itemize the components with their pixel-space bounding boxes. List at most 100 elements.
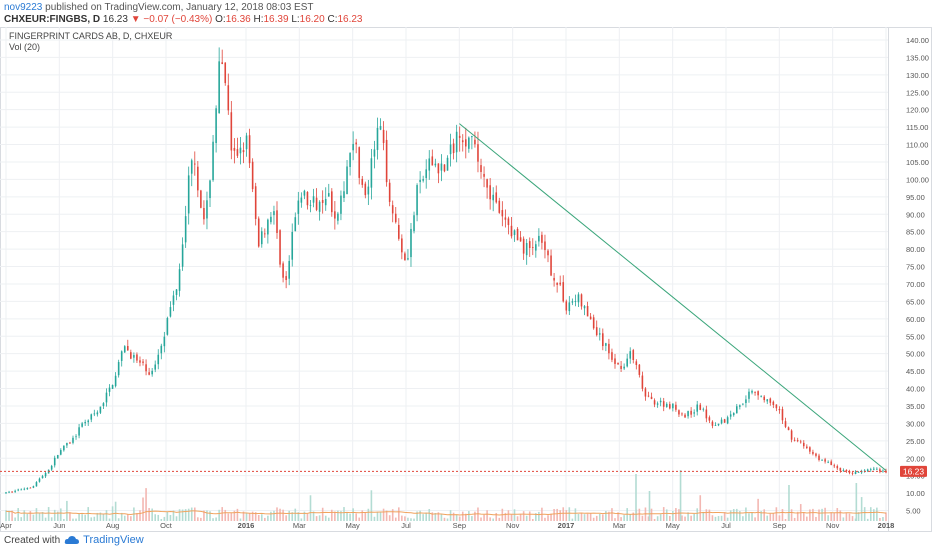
volume-bar xyxy=(538,511,540,521)
candle xyxy=(200,189,202,209)
volume-bar xyxy=(754,517,756,521)
candle xyxy=(321,190,324,214)
chart-title: FINGERPRINT CARDS AB, D, CHXEUR xyxy=(9,31,173,41)
volume-bar xyxy=(160,518,163,521)
price-chart[interactable]: 5.0010.0015.0020.0025.0030.0035.0040.004… xyxy=(0,27,932,532)
candle xyxy=(288,255,290,286)
candle xyxy=(553,272,555,287)
candle xyxy=(751,389,753,395)
y-tick-label: 125.00 xyxy=(906,88,929,97)
volume-bar xyxy=(793,517,796,521)
volume-bar xyxy=(343,507,345,521)
volume-bar xyxy=(690,515,692,521)
volume-bar xyxy=(745,507,747,521)
volume-bar xyxy=(273,510,275,521)
candle xyxy=(324,187,327,211)
candle xyxy=(285,271,287,289)
author-link[interactable]: nov9223 xyxy=(4,2,43,13)
candle xyxy=(586,301,589,317)
candle xyxy=(562,275,565,303)
tradingview-logo[interactable]: TradingView xyxy=(64,534,144,546)
volume-bar xyxy=(187,508,190,521)
candle xyxy=(851,471,854,476)
volume-bar xyxy=(806,516,808,521)
volume-bar xyxy=(720,515,723,521)
volume-bar xyxy=(364,512,367,521)
candle xyxy=(215,105,217,153)
volume-bar xyxy=(117,518,120,521)
ohlc-line: CHXEUR:FINGBS, D 16.23 ▼ −0.07 (−0.43%) … xyxy=(4,14,363,25)
volume-bar xyxy=(206,510,208,521)
candle xyxy=(729,410,732,420)
x-tick-label: May xyxy=(346,521,360,530)
y-tick-label: 35.00 xyxy=(906,402,925,411)
candle xyxy=(352,131,354,161)
volume-bar xyxy=(248,513,251,521)
volume-bar xyxy=(632,512,635,521)
candle xyxy=(425,159,428,189)
candle xyxy=(492,187,494,212)
candle xyxy=(528,237,531,257)
candle xyxy=(827,460,829,464)
candle xyxy=(580,293,583,310)
volume-bar xyxy=(629,514,632,521)
volume-bar xyxy=(614,518,616,521)
candle xyxy=(334,201,336,230)
candle xyxy=(169,301,172,318)
candle xyxy=(882,469,884,473)
volume-bar xyxy=(212,518,214,521)
y-tick-label: 85.00 xyxy=(906,228,925,237)
volume-bar xyxy=(370,490,373,521)
volume-bar xyxy=(47,507,50,521)
candle xyxy=(732,412,735,417)
candle xyxy=(373,140,376,169)
volume-bar xyxy=(873,509,875,521)
candle xyxy=(589,312,592,320)
x-tick-label: 2016 xyxy=(238,521,255,530)
volume-bar xyxy=(17,508,19,521)
y-tick-label: 50.00 xyxy=(906,350,925,359)
volume-bar xyxy=(367,508,370,521)
volume-bar xyxy=(620,517,622,521)
volume-bar xyxy=(300,518,303,521)
volume-bar xyxy=(398,507,400,521)
volume-bar xyxy=(66,500,68,521)
volume-bar xyxy=(863,507,866,521)
candle xyxy=(340,190,342,221)
volume-bar xyxy=(647,516,650,521)
candle xyxy=(507,216,510,235)
candle xyxy=(565,299,568,315)
x-tick-label: Jul xyxy=(401,521,411,530)
candle xyxy=(790,429,793,443)
volume-bar xyxy=(312,511,315,521)
candle xyxy=(620,360,622,372)
publish-info: nov9223 published on TradingView.com, Ja… xyxy=(4,2,313,13)
volume-bar xyxy=(565,510,568,521)
volume-bar xyxy=(602,514,604,521)
volume-bar xyxy=(440,514,443,521)
candle xyxy=(114,372,117,388)
candle xyxy=(29,487,32,489)
publish-text: published on TradingView.com, January 12… xyxy=(42,2,314,13)
volume-bar xyxy=(72,518,74,521)
volume-bar xyxy=(790,509,793,521)
candle xyxy=(181,237,184,271)
candle xyxy=(20,488,23,491)
trendline[interactable] xyxy=(459,123,887,471)
volume-bar xyxy=(513,509,516,521)
volume-bar xyxy=(879,517,881,521)
low-value: 16.20 xyxy=(299,14,325,25)
candle xyxy=(461,134,464,152)
y-tick-label: 5.00 xyxy=(906,507,921,516)
candle xyxy=(422,175,424,183)
candle xyxy=(364,181,367,199)
volume-bar xyxy=(452,512,455,521)
candle xyxy=(519,231,522,242)
candle xyxy=(300,192,303,208)
candle xyxy=(407,249,409,261)
y-tick-label: 100.00 xyxy=(906,175,929,184)
volume-bar xyxy=(245,513,248,521)
y-tick-label: 60.00 xyxy=(906,315,925,324)
volume-bar xyxy=(788,485,790,521)
volume-bar xyxy=(14,517,16,521)
